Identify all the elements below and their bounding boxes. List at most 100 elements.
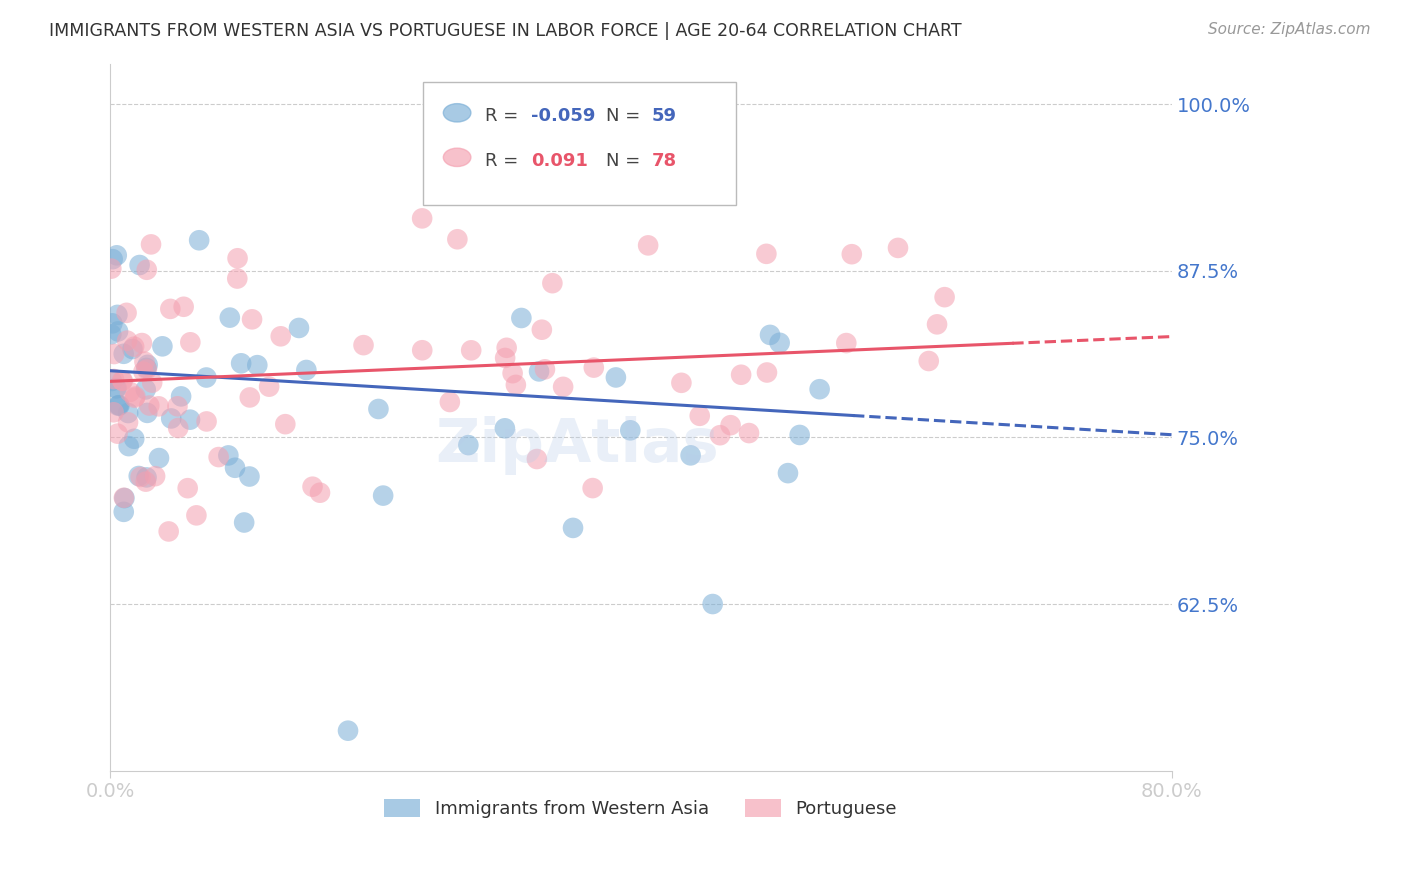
Point [208,450,231,464]
Point [159,301,181,316]
Text: 0.091: 0.091 [531,152,588,169]
Point [373,489,395,503]
Text: -0.059: -0.059 [531,107,596,125]
Point [107,426,129,441]
Point [510,310,533,325]
Point [218,310,240,325]
Point [730,368,752,382]
Point [101,317,124,331]
Point [288,321,311,335]
Point [295,363,318,377]
Point [103,347,125,361]
Point [122,340,145,354]
Point [934,290,956,304]
Point [117,415,139,429]
Point [112,491,135,505]
Point [107,325,129,339]
Text: R =: R = [485,152,530,169]
Point [776,466,799,480]
Point [107,399,129,413]
Point [246,358,269,372]
Text: N =: N = [606,152,645,169]
Point [637,238,659,252]
Point [128,469,150,483]
Point [131,336,153,351]
Point [173,300,195,314]
Point [186,508,208,523]
Point [808,382,831,396]
Point [530,323,553,337]
Point [152,339,174,353]
Point [103,372,125,386]
Point [702,597,724,611]
Point [103,405,125,419]
Point [176,481,198,495]
Text: IMMIGRANTS FROM WESTERN ASIA VS PORTUGUESE IN LABOR FORCE | AGE 20-64 CORRELATIO: IMMIGRANTS FROM WESTERN ASIA VS PORTUGUE… [49,22,962,40]
Point [167,421,190,435]
Point [217,449,239,463]
Point [505,377,527,392]
Point [124,389,146,403]
Point [671,376,693,390]
Point [841,247,863,261]
Point [411,343,433,358]
Point [160,411,183,425]
Point [105,248,128,262]
Point [112,347,135,361]
Point [117,406,139,420]
Point [495,341,517,355]
Point [738,426,761,441]
Point [179,335,201,350]
Point [104,381,127,395]
Text: N =: N = [606,107,645,125]
Point [148,451,170,466]
Point [755,247,778,261]
Point [446,232,468,246]
Point [135,383,157,397]
Point [367,401,389,416]
Text: R =: R = [485,107,523,125]
Text: 59: 59 [651,107,676,125]
Point [460,343,482,358]
Point [226,271,249,285]
Point [274,417,297,432]
Point [755,366,778,380]
Point [148,400,170,414]
Point [107,308,129,322]
Text: 78: 78 [651,152,676,169]
Point [135,362,157,376]
Point [240,312,263,326]
Point [108,398,131,412]
Point [835,336,858,351]
Point [115,334,138,348]
Point [689,409,711,423]
Point [122,432,145,446]
FancyBboxPatch shape [423,82,737,205]
Point [111,374,134,388]
Point [118,439,141,453]
Point [105,381,128,395]
Point [166,399,188,413]
Point [135,475,157,489]
Point [112,505,135,519]
Point [233,516,256,530]
Point [132,365,155,379]
Point [118,384,141,399]
Point [720,418,742,433]
Point [918,354,941,368]
Point [534,362,557,376]
Point [195,414,218,428]
Point [115,306,138,320]
Point [111,374,134,388]
Point [238,469,260,483]
Point [139,237,162,252]
Point [121,342,143,356]
Point [502,366,524,380]
Point [411,211,433,226]
Point [541,276,564,290]
Point [143,469,166,483]
Point [135,262,157,277]
Point [769,335,792,350]
Point [231,356,253,370]
Point [157,524,180,539]
